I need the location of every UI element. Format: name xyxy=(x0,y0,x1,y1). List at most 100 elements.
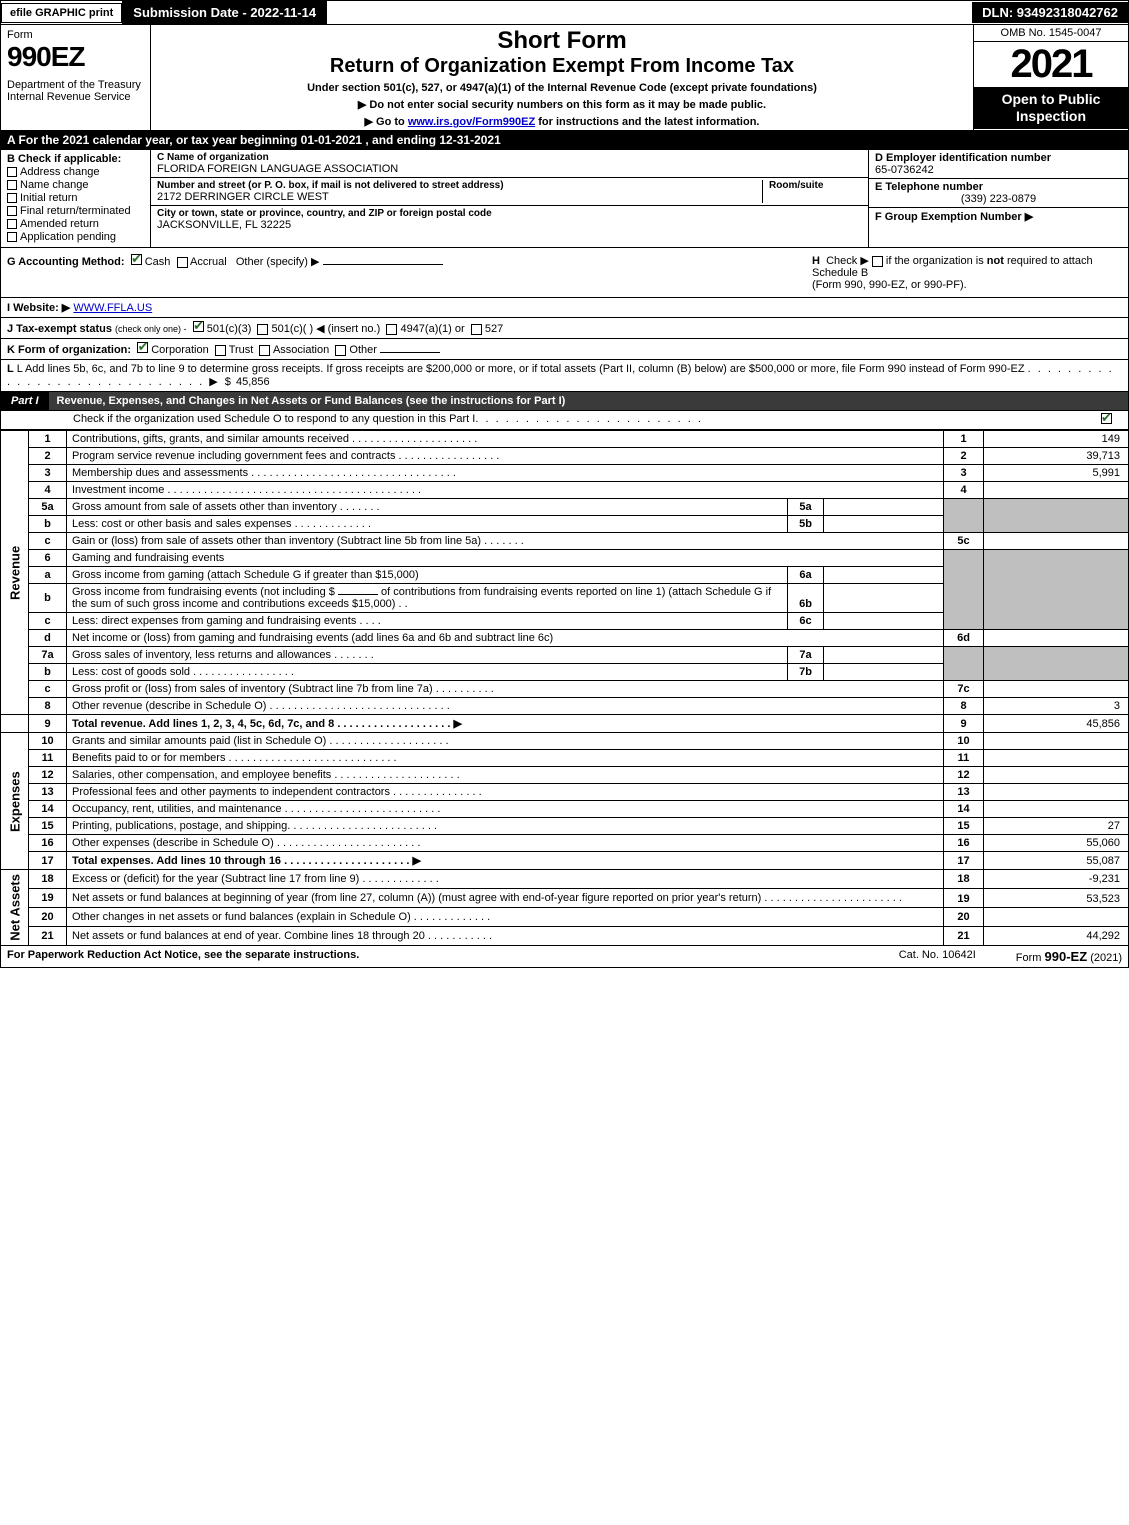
j-4947-checkbox-icon[interactable] xyxy=(386,324,397,335)
line-num: 5a xyxy=(29,499,67,516)
i-row: I Website: ▶ WWW.FFLA.US xyxy=(0,298,1129,318)
line-desc: Other changes in net assets or fund bala… xyxy=(67,907,944,926)
footer-left: For Paperwork Reduction Act Notice, see … xyxy=(7,949,359,964)
other-specify-input[interactable] xyxy=(323,264,443,265)
accrual-checkbox-icon[interactable] xyxy=(177,257,188,268)
table-row: 6 Gaming and fundraising events xyxy=(1,550,1129,567)
checkbox-icon[interactable] xyxy=(7,232,17,242)
k-other-checkbox-icon[interactable] xyxy=(335,345,346,356)
b-header: B Check if applicable: xyxy=(7,153,144,165)
goto-pre: ▶ Go to xyxy=(365,116,408,128)
line-num: c xyxy=(29,533,67,550)
website-link[interactable]: WWW.FFLA.US xyxy=(73,302,152,314)
chk-amended-return-label: Amended return xyxy=(20,218,99,230)
ein-header: D Employer identification number xyxy=(875,152,1122,164)
checkbox-icon[interactable] xyxy=(7,193,17,203)
line-refnum: 12 xyxy=(944,767,984,784)
line-desc: Other expenses (describe in Schedule O) … xyxy=(67,835,944,852)
chk-name-change[interactable]: Name change xyxy=(7,179,144,191)
street-header: Number and street (or P. O. box, if mail… xyxy=(157,180,762,191)
j-527-checkbox-icon[interactable] xyxy=(471,324,482,335)
line-amount: 39,713 xyxy=(984,448,1129,465)
line-num: 7a xyxy=(29,647,67,664)
line-desc: Gross income from fundraising events (no… xyxy=(67,584,788,613)
line-num: b xyxy=(29,516,67,533)
schedule-o-checkbox-icon[interactable] xyxy=(1101,413,1112,424)
cash-checkbox-icon[interactable] xyxy=(131,254,142,265)
k-trust-checkbox-icon[interactable] xyxy=(215,345,226,356)
line-refnum: 5c xyxy=(944,533,984,550)
chk-amended-return[interactable]: Amended return xyxy=(7,218,144,230)
part1-subheader: Check if the organization used Schedule … xyxy=(0,411,1129,430)
line-desc: Other revenue (describe in Schedule O) .… xyxy=(67,698,944,715)
h-checkbox-icon[interactable] xyxy=(872,256,883,267)
j-501c3-label: 501(c)(3) xyxy=(207,323,252,335)
cash-label: Cash xyxy=(145,256,171,268)
line-subnum: 5a xyxy=(788,499,824,516)
chk-initial-return-label: Initial return xyxy=(20,192,77,204)
line-num: b xyxy=(29,664,67,681)
chk-application-pending[interactable]: Application pending xyxy=(7,231,144,243)
checkbox-icon[interactable] xyxy=(7,167,17,177)
bcdef-block: B Check if applicable: Address change Na… xyxy=(0,150,1129,248)
line-num: 21 xyxy=(29,926,67,945)
k-corp-checkbox-icon[interactable] xyxy=(137,342,148,353)
dln-label: DLN: 93492318042762 xyxy=(972,2,1128,23)
line-amount: 55,087 xyxy=(984,852,1129,870)
other-label: Other (specify) ▶ xyxy=(236,256,320,268)
goto-post: for instructions and the latest informat… xyxy=(535,116,759,128)
g-block: G Accounting Method: Cash Accrual Other … xyxy=(7,254,812,291)
checkbox-icon[interactable] xyxy=(7,180,17,190)
line-amount: -9,231 xyxy=(984,870,1129,889)
revenue-spacer xyxy=(1,715,29,733)
d-block: D Employer identification number 65-0736… xyxy=(869,150,1128,178)
line-refnum: 13 xyxy=(944,784,984,801)
h-text1: Check ▶ xyxy=(826,255,872,267)
table-row: 15 Printing, publications, postage, and … xyxy=(1,818,1129,835)
goto-text: ▶ Go to www.irs.gov/Form990EZ for instru… xyxy=(159,115,965,128)
line-num: 3 xyxy=(29,465,67,482)
j-501c3-checkbox-icon[interactable] xyxy=(193,321,204,332)
k-other-input[interactable] xyxy=(380,352,440,353)
grey-cell xyxy=(944,550,984,630)
line-num: 18 xyxy=(29,870,67,889)
checkbox-icon[interactable] xyxy=(7,219,17,229)
table-row: c Gross profit or (loss) from sales of i… xyxy=(1,681,1129,698)
top-bar: efile GRAPHIC print Submission Date - 20… xyxy=(0,0,1129,25)
line-amount: 55,060 xyxy=(984,835,1129,852)
line-refnum: 7c xyxy=(944,681,984,698)
lines-table: Revenue 1 Contributions, gifts, grants, … xyxy=(0,430,1129,946)
line-num: 1 xyxy=(29,431,67,448)
line-num: 14 xyxy=(29,801,67,818)
chk-address-change[interactable]: Address change xyxy=(7,166,144,178)
j-501c-checkbox-icon[interactable] xyxy=(257,324,268,335)
line-num: 20 xyxy=(29,907,67,926)
short-form-title: Short Form xyxy=(159,27,965,55)
part1-header: Part I Revenue, Expenses, and Changes in… xyxy=(0,392,1129,411)
submission-date-button[interactable]: Submission Date - 2022-11-14 xyxy=(122,1,327,24)
line-subnum: 6b xyxy=(788,584,824,613)
table-row: c Gain or (loss) from sale of assets oth… xyxy=(1,533,1129,550)
line-refnum: 1 xyxy=(944,431,984,448)
grey-cell xyxy=(984,647,1129,681)
line-amount: 5,991 xyxy=(984,465,1129,482)
line-num: 13 xyxy=(29,784,67,801)
line-amount: 3 xyxy=(984,698,1129,715)
contrib-amount-input[interactable] xyxy=(338,594,378,595)
chk-initial-return[interactable]: Initial return xyxy=(7,192,144,204)
part1-sub-dots: . . . . . . . . . . . . . . . . . . . . … xyxy=(475,413,703,427)
city-value: JACKSONVILLE, FL 32225 xyxy=(157,219,862,231)
gh-block: G Accounting Method: Cash Accrual Other … xyxy=(0,248,1129,298)
website-label: I Website: ▶ xyxy=(7,302,70,314)
footer-right: Form 990-EZ (2021) xyxy=(1016,949,1122,964)
table-row: Revenue 1 Contributions, gifts, grants, … xyxy=(1,431,1129,448)
line-amount xyxy=(984,630,1129,647)
table-row: 4 Investment income . . . . . . . . . . … xyxy=(1,482,1129,499)
checkbox-icon[interactable] xyxy=(7,206,17,216)
chk-final-return[interactable]: Final return/terminated xyxy=(7,205,144,217)
efile-print-button[interactable]: efile GRAPHIC print xyxy=(1,3,122,23)
irs-link[interactable]: www.irs.gov/Form990EZ xyxy=(408,116,535,128)
line-amount: 27 xyxy=(984,818,1129,835)
city-block: City or town, state or province, country… xyxy=(151,206,868,233)
k-assoc-checkbox-icon[interactable] xyxy=(259,345,270,356)
